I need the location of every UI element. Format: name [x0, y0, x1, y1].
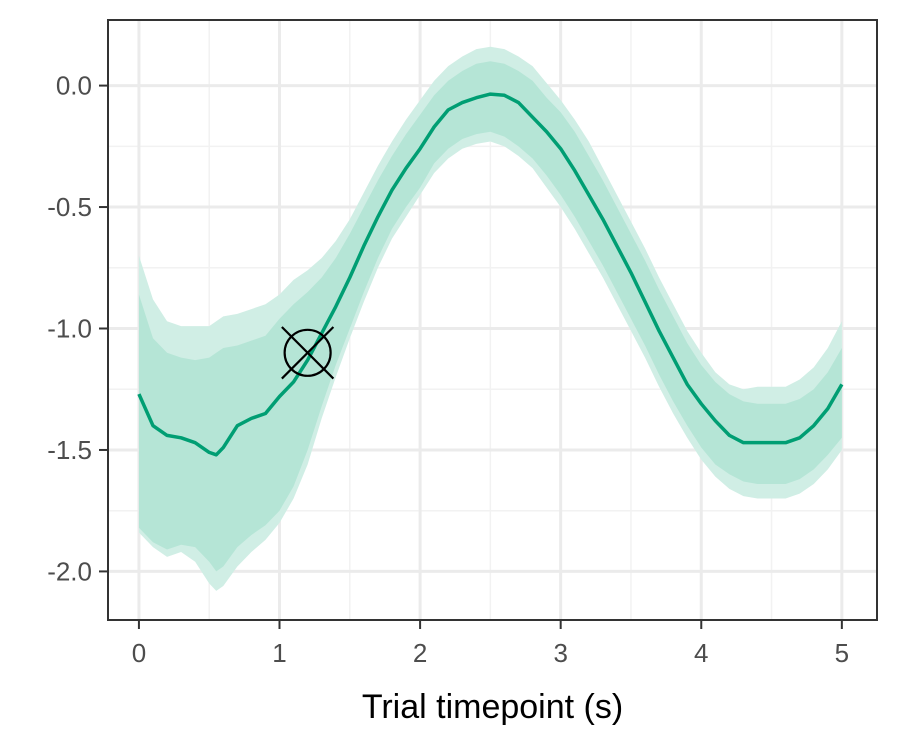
series-lines — [137, 92, 844, 457]
y-tick-label: -2.0 — [47, 556, 92, 586]
y-tick-label: -1.5 — [47, 435, 92, 465]
x-tick-label: 4 — [694, 638, 708, 668]
inner-confidence-band — [138, 61, 842, 572]
x-axis-ticks: 0 1 2 3 4 5 — [132, 620, 849, 668]
x-tick-label: 3 — [553, 638, 567, 668]
panel-border — [107, 19, 878, 621]
x-tick-label: 0 — [132, 638, 146, 668]
annotation-markers — [281, 326, 335, 380]
mean-line — [137, 92, 844, 457]
x-tick-label: 1 — [272, 638, 286, 668]
y-axis-ticks: 0.0 -0.5 -1.0 -1.5 -2.0 — [47, 71, 108, 586]
confidence-bands — [138, 46, 842, 591]
x-axis-title: Trial timepoint (s) — [362, 688, 623, 726]
x-tick-label: 5 — [835, 638, 849, 668]
y-tick-label: -1.0 — [47, 314, 92, 344]
y-tick-label: 0.0 — [56, 71, 92, 101]
circle-x-marker — [281, 326, 335, 380]
x-tick-label: 2 — [413, 638, 427, 668]
y-tick-label: -0.5 — [47, 192, 92, 222]
